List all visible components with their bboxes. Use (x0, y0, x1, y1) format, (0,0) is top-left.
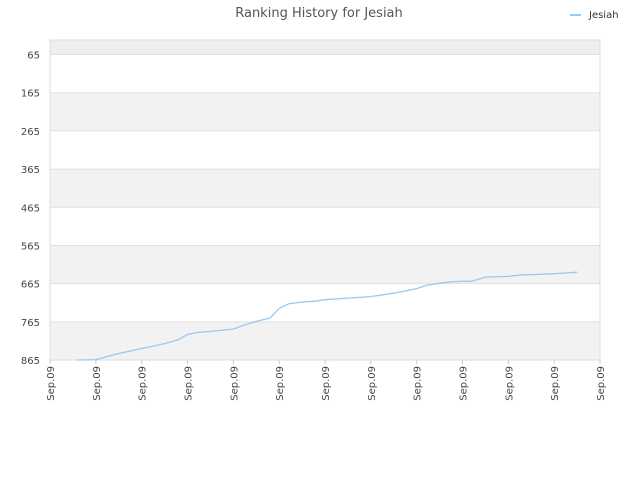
background-band (50, 92, 600, 131)
y-tick-label: 865 (21, 356, 40, 367)
x-tick-label: Sep.09 (550, 366, 561, 401)
y-tick-label: 65 (27, 51, 40, 62)
x-tick-label: Sep.09 (46, 366, 57, 401)
x-tick-label: Sep.09 (229, 366, 240, 401)
y-tick-label: 565 (21, 241, 40, 252)
y-axis: 65 165 265 365 465 565 665 765 865 (21, 51, 40, 367)
legend[interactable]: Jesiah (570, 10, 619, 21)
series-layer (77, 271, 578, 361)
x-tick-label: Sep.09 (275, 366, 286, 401)
legend-label: Jesiah (588, 10, 619, 21)
y-tick-label: 365 (21, 165, 40, 176)
series-line-jesiah (77, 271, 578, 361)
chart-title: Ranking History for Jesiah (235, 6, 403, 21)
x-tick-label: Sep.09 (138, 366, 149, 401)
y-tick-label: 665 (21, 280, 40, 291)
x-tick-label: Sep.09 (184, 366, 195, 401)
x-axis: Sep.09 Sep.09 Sep.09 Sep.09 Sep.09 Sep.09 Sep.… (46, 360, 607, 401)
y-tick-label: 765 (21, 318, 40, 329)
background-bands (50, 40, 600, 360)
background-band (50, 40, 600, 55)
y-tick-label: 265 (21, 127, 40, 138)
background-band (50, 245, 600, 284)
x-tick-label: Sep.09 (596, 366, 607, 401)
background-band (50, 321, 600, 360)
x-tick-label: Sep.09 (459, 366, 470, 401)
x-tick-label: Sep.09 (321, 366, 332, 401)
x-tick-label: Sep.09 (367, 366, 378, 401)
background-band (50, 169, 600, 208)
x-tick-label: Sep.09 (92, 366, 103, 401)
y-tick-label: 465 (21, 203, 40, 214)
x-tick-label: Sep.09 (413, 366, 424, 401)
y-tick-label: 165 (21, 89, 40, 100)
x-tick-label: Sep.09 (504, 366, 515, 401)
